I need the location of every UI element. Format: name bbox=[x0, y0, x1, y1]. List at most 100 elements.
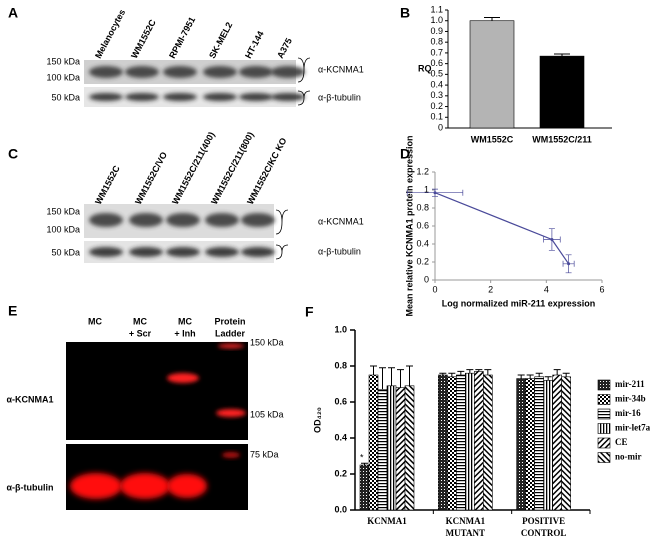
legend-label: CE bbox=[615, 437, 628, 447]
y-tick-label: 0 bbox=[424, 274, 429, 284]
y-axis-label: RQ bbox=[418, 63, 432, 73]
blot-band bbox=[205, 213, 239, 227]
y-axis-label: OD₄₂₀ bbox=[312, 407, 322, 433]
blot-band bbox=[241, 247, 275, 257]
y-tick-label: 1.1 bbox=[430, 4, 443, 14]
blot-band bbox=[203, 93, 237, 101]
x-tick-label: KCNMA1 bbox=[367, 516, 407, 526]
error-bar bbox=[535, 372, 543, 377]
blot-band bbox=[125, 93, 159, 101]
blot-fluor bbox=[66, 342, 248, 440]
bar bbox=[359, 464, 370, 511]
y-tick-label: 0.4 bbox=[430, 79, 443, 89]
y-tick-label: 0.1 bbox=[430, 112, 443, 122]
y-tick-label: 0.0 bbox=[334, 504, 347, 514]
error-bar bbox=[379, 367, 386, 390]
marker-label: 150 kDa bbox=[250, 337, 284, 347]
bracket bbox=[297, 90, 311, 106]
x-tick-label: 4 bbox=[544, 284, 549, 294]
y-tick-label: 0.7 bbox=[430, 47, 443, 57]
error-bar bbox=[457, 370, 465, 375]
bracket bbox=[275, 244, 289, 260]
lane-label: RPMI-7951 bbox=[167, 15, 197, 60]
blot-band bbox=[89, 247, 123, 257]
lane-label: WM1552C/211(400) bbox=[170, 130, 217, 206]
blot-band bbox=[166, 247, 200, 257]
legend-label: mir-34b bbox=[615, 394, 646, 404]
marker-label: 100 kDa bbox=[46, 72, 80, 82]
bar bbox=[438, 374, 448, 511]
marker-label: 150 kDa bbox=[46, 56, 80, 66]
blot-band bbox=[239, 93, 273, 101]
bar bbox=[525, 378, 535, 511]
marker-label: 75 kDa bbox=[250, 449, 279, 459]
legend-label: mir-let7a bbox=[615, 423, 651, 433]
antibody-label: α-β-tubulin bbox=[318, 92, 361, 102]
y-tick-label: 1.0 bbox=[334, 324, 347, 334]
x-tick-label: MUTANT bbox=[446, 528, 485, 538]
blot-band bbox=[166, 213, 200, 227]
bar bbox=[377, 389, 388, 511]
y-tick-label: 0.2 bbox=[430, 101, 443, 111]
lane-label: WM1552C bbox=[93, 163, 122, 206]
legend-swatch bbox=[597, 452, 611, 463]
error-bar bbox=[484, 369, 492, 375]
bar bbox=[561, 376, 571, 511]
x-tick-label: WM1552C bbox=[471, 134, 514, 144]
y-tick-label: 0.8 bbox=[430, 37, 443, 47]
lane-label: MC bbox=[133, 316, 147, 326]
error-bar bbox=[448, 372, 456, 377]
bracket bbox=[297, 57, 311, 83]
legend-label: no-mir bbox=[615, 452, 642, 462]
error-bar bbox=[475, 369, 483, 372]
point bbox=[550, 238, 554, 241]
legend-label: mir-16 bbox=[615, 408, 641, 418]
y-tick-label: 0.2 bbox=[416, 256, 429, 266]
annotation: * bbox=[360, 452, 364, 462]
blot-band bbox=[241, 213, 275, 227]
x-tick-label: POSITIVE bbox=[522, 516, 565, 526]
bar bbox=[465, 372, 475, 511]
marker-label: 150 kDa bbox=[46, 206, 80, 216]
legend-swatch bbox=[597, 437, 611, 449]
error-bar bbox=[370, 365, 377, 375]
lane-label: WM1552C/VO bbox=[133, 150, 169, 206]
y-tick-label: 0.3 bbox=[430, 90, 443, 100]
y-tick-label: 0.4 bbox=[334, 432, 347, 442]
error-bar bbox=[517, 374, 525, 379]
antibody-label: α-β-tubulin bbox=[6, 482, 53, 492]
blot-band bbox=[89, 213, 123, 227]
bar bbox=[543, 380, 553, 511]
error-bar bbox=[388, 367, 395, 386]
lane-label: MC bbox=[88, 316, 102, 326]
blot-band bbox=[239, 66, 273, 78]
error-bar bbox=[484, 17, 500, 21]
blot-band bbox=[89, 66, 123, 78]
antibody-label: α-KCNMA1 bbox=[318, 64, 364, 74]
y-tick-label: 0.6 bbox=[430, 58, 443, 68]
error-bar bbox=[466, 369, 474, 374]
bar bbox=[386, 385, 397, 511]
blot-band bbox=[271, 93, 305, 101]
bar bbox=[368, 374, 379, 511]
lane-label: HT-144 bbox=[243, 29, 266, 60]
marker-label: 50 kDa bbox=[51, 247, 80, 257]
y-tick-label: 0 bbox=[438, 122, 443, 132]
bar bbox=[469, 20, 515, 129]
y-tick-label: 1 bbox=[424, 184, 429, 194]
blot-band bbox=[205, 247, 239, 257]
blot-band bbox=[125, 66, 159, 78]
panel-label: E bbox=[8, 303, 17, 319]
point bbox=[567, 262, 571, 266]
panel-label: B bbox=[400, 5, 410, 21]
y-tick-label: 1.2 bbox=[416, 166, 429, 176]
y-tick-label: 0.5 bbox=[430, 69, 443, 79]
error-bar bbox=[439, 372, 447, 375]
y-tick-label: 0.6 bbox=[334, 396, 347, 406]
lane-label: Protein bbox=[214, 316, 245, 326]
legend-swatch bbox=[597, 394, 611, 405]
point bbox=[433, 191, 437, 195]
antibody-label: α-KCNMA1 bbox=[6, 394, 53, 404]
antibody-label: α-β-tubulin bbox=[318, 246, 361, 256]
legend-label: mir-211 bbox=[615, 379, 645, 389]
